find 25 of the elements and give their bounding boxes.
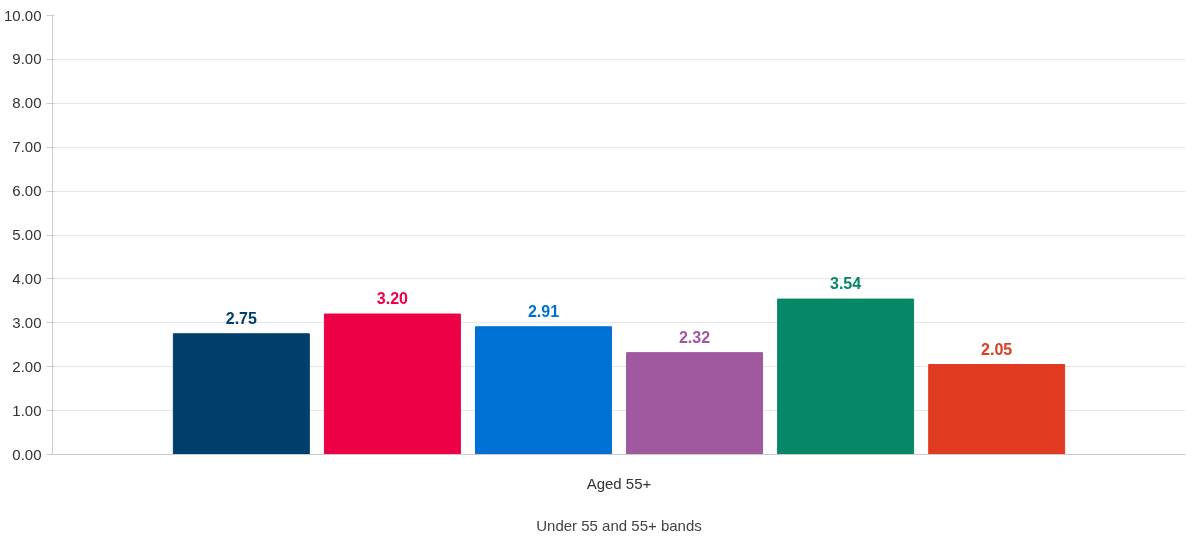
y-tick-label: 9.00 — [12, 50, 42, 68]
y-tick-label: 7.00 — [12, 138, 42, 156]
data-label: 3.54 — [830, 275, 862, 293]
bar — [777, 298, 915, 455]
x-axis-title: Under 55 and 55+ bands — [536, 516, 702, 534]
data-label: 2.05 — [981, 340, 1013, 358]
data-label: 3.20 — [376, 290, 409, 308]
bar — [172, 333, 310, 455]
y-tick-label: 5.00 — [12, 226, 42, 243]
y-tick-label: 2.00 — [12, 357, 42, 375]
bar — [928, 364, 1066, 455]
y-tick-label: 1.00 — [12, 401, 42, 419]
bar — [474, 326, 612, 455]
x-tick-label: Aged 55+ — [586, 474, 652, 492]
y-tick-label: 6.00 — [12, 182, 42, 200]
bar — [626, 352, 764, 455]
y-tick-label: 8.00 — [12, 94, 42, 112]
bar — [323, 313, 461, 455]
y-tick-label: 3.00 — [12, 313, 42, 331]
data-label: 2.91 — [527, 302, 560, 320]
data-label: 2.32 — [678, 328, 711, 346]
y-tick-label: 4.00 — [12, 269, 42, 287]
y-tick-label: 10.00 — [3, 6, 42, 24]
data-label: 2.75 — [225, 309, 258, 327]
y-tick-label: 0.00 — [12, 445, 42, 463]
